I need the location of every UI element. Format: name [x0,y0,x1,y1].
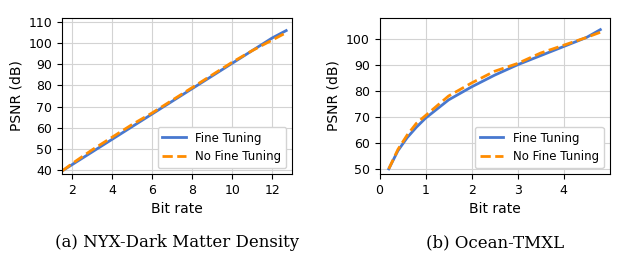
Line: No Fine Tuning: No Fine Tuning [62,33,286,171]
No Fine Tuning [129,123,136,126]
Fine Tuning [596,28,604,31]
Line: Fine Tuning: Fine Tuning [62,30,286,171]
No Fine Tuning [537,51,544,55]
Fine Tuning [58,169,66,173]
Fine Tuning [422,116,429,120]
Fine Tuning [491,74,498,77]
Fine Tuning [88,150,96,153]
Fine Tuning [537,54,544,57]
No Fine Tuning [583,36,590,39]
Y-axis label: PSNR (dB): PSNR (dB) [327,61,340,131]
Fine Tuning [412,126,420,129]
No Fine Tuning [596,31,604,34]
No Fine Tuning [248,49,256,52]
No Fine Tuning [149,111,156,114]
Fine Tuning [583,36,590,39]
No Fine Tuning [188,86,196,89]
Fine Tuning [248,49,256,52]
No Fine Tuning [412,122,420,125]
No Fine Tuning [269,39,276,42]
Fine Tuning [169,100,176,103]
Fine Tuning [269,36,276,39]
No Fine Tuning [514,62,521,65]
No Fine Tuning [385,167,392,170]
Y-axis label: PSNR (dB): PSNR (dB) [9,61,23,131]
No Fine Tuning [422,114,429,117]
Fine Tuning [108,138,116,141]
No Fine Tuning [445,94,452,98]
Text: (a) NYX-Dark Matter Density: (a) NYX-Dark Matter Density [55,234,299,251]
No Fine Tuning [208,73,216,77]
X-axis label: Bit rate: Bit rate [151,202,203,216]
Fine Tuning [129,125,136,128]
No Fine Tuning [58,169,66,173]
X-axis label: Bit rate: Bit rate [469,202,521,216]
No Fine Tuning [468,81,475,84]
Fine Tuning [149,112,156,115]
No Fine Tuning [404,134,411,137]
Legend: Fine Tuning, No Fine Tuning: Fine Tuning, No Fine Tuning [157,127,286,168]
Fine Tuning [188,87,196,90]
No Fine Tuning [68,162,76,165]
Fine Tuning [282,29,290,32]
No Fine Tuning [88,148,96,151]
No Fine Tuning [491,70,498,73]
No Fine Tuning [282,31,290,34]
Fine Tuning [385,167,392,170]
Fine Tuning [468,85,475,88]
Fine Tuning [404,136,411,139]
No Fine Tuning [560,44,567,47]
Fine Tuning [208,74,216,78]
No Fine Tuning [228,61,236,64]
Line: No Fine Tuning: No Fine Tuning [389,32,600,169]
Line: Fine Tuning: Fine Tuning [389,30,600,169]
Fine Tuning [560,45,567,48]
Fine Tuning [514,63,521,66]
No Fine Tuning [169,99,176,102]
No Fine Tuning [394,148,402,151]
Legend: Fine Tuning, No Fine Tuning: Fine Tuning, No Fine Tuning [475,127,604,168]
Text: (b) Ocean-TMXL: (b) Ocean-TMXL [425,234,564,251]
Fine Tuning [394,149,402,152]
Fine Tuning [68,163,76,166]
Fine Tuning [228,62,236,65]
Fine Tuning [445,98,452,101]
No Fine Tuning [108,136,116,139]
